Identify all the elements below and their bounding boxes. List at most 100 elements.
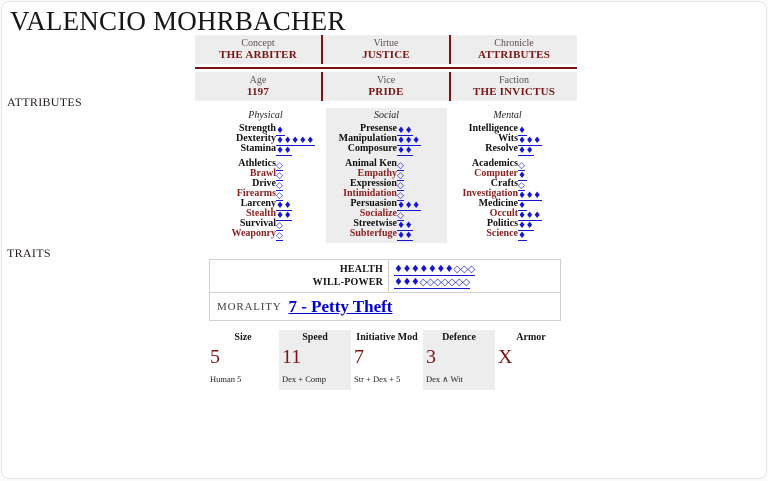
header-cell-value: ATTRIBUTES [477, 49, 551, 61]
dots-link[interactable]: ◇ [276, 191, 284, 201]
derived-stat-value: 3 [426, 346, 436, 368]
dots-link[interactable]: ◇ [276, 171, 284, 181]
column-header: Mental [493, 110, 522, 121]
morality-link[interactable]: 7 - Petty Theft [288, 296, 393, 316]
skill-label: Persuasion [350, 198, 397, 209]
skill-row: Intimidation ◇ [326, 188, 447, 201]
skill-label: Crafts [490, 178, 518, 189]
attribute-label: Composure [347, 143, 397, 154]
skill-label: Politics [486, 218, 518, 229]
derived-stat-armor: Armor X [495, 330, 567, 390]
derived-stat-value: 7 [354, 346, 364, 368]
dots-link[interactable]: ♦♦♦ [518, 136, 542, 146]
attributes-section-label: ATTRIBUTES [7, 95, 82, 109]
health-dots-track[interactable]: ♦♦♦♦♦♦♦◇◇◇ [394, 264, 475, 276]
skill-row: Medicine ♦ [447, 199, 568, 211]
skill-label: Occult [489, 208, 518, 219]
dots-link[interactable]: ♦♦♦ [397, 136, 421, 146]
dots-link[interactable]: ◇ [276, 181, 284, 191]
header-cell-faction: Faction THE INVICTUS [449, 72, 577, 101]
skill-label: Intimidation [343, 188, 397, 199]
dots-link[interactable]: ♦♦ [276, 211, 293, 221]
derived-stat-footnote: Dex + Comp [282, 374, 326, 384]
skill-row: Socialize ◇ [326, 209, 447, 221]
skill-row: Empathy ◇ [326, 168, 447, 181]
attribute-row: Presense ♦♦ [326, 124, 447, 136]
dots-link[interactable]: ♦♦♦ [518, 191, 542, 201]
dots-link[interactable]: ♦ [276, 126, 285, 136]
skill-row: Streetwise ♦♦ [326, 218, 447, 231]
derived-stat-initiative-mod: Initiative Mod 7 Str + Dex + 5 [351, 330, 423, 390]
derived-stat-value: 5 [210, 346, 220, 368]
attribute-row: Stamina ♦♦ [205, 144, 326, 156]
derived-stat-header: Initiative Mod [356, 332, 418, 343]
attribute-label: Manipulation [338, 133, 397, 144]
dots-link[interactable]: ♦♦ [397, 231, 414, 241]
morality-label: MORALITY [217, 300, 282, 313]
dots-link[interactable]: ♦ [518, 126, 527, 136]
dots-link[interactable]: ◇ [397, 191, 405, 201]
dots-link[interactable]: ♦♦ [276, 146, 293, 156]
attribute-row: Strength ♦ [205, 124, 326, 136]
dots-link[interactable]: ◇ [276, 231, 284, 241]
skill-label: Streetwise [353, 218, 397, 229]
willpower-label: WILL-POWER [312, 277, 383, 288]
attribute-row: Wits ♦♦♦ [447, 134, 568, 146]
attribute-label: Intelligence [468, 123, 518, 134]
dots-link[interactable]: ◇ [518, 161, 526, 171]
derived-stat-header: Defence [442, 332, 476, 343]
skill-row: Larceny ♦♦ [205, 199, 326, 211]
dots-link[interactable]: ♦♦ [276, 201, 293, 211]
skill-row: Survival ◇ [205, 218, 326, 231]
derived-stat-header: Armor [516, 332, 546, 343]
skill-label: Drive [252, 178, 276, 189]
derived-stat-speed: Speed 11 Dex + Comp [279, 330, 351, 390]
dots-link[interactable]: ♦♦ [518, 146, 535, 156]
dots-link[interactable]: ♦♦ [518, 221, 535, 231]
dots-link[interactable]: ◇ [397, 181, 405, 191]
dots-link[interactable]: ♦ [518, 201, 527, 211]
derived-stat-footnote: Dex ∧ Wit [426, 374, 463, 384]
attributes-list: Presense ♦♦ Manipulation ♦♦♦ Composure ♦♦ [326, 124, 447, 156]
header-cell-value: JUSTICE [362, 49, 410, 61]
derived-stat-value: 11 [282, 346, 302, 368]
dots-link[interactable]: ♦ [518, 231, 527, 241]
traits-section-label: TRAITS [7, 246, 51, 260]
skill-label: Science [486, 228, 518, 239]
dots-link[interactable]: ♦♦ [397, 146, 414, 156]
skills-list: Athletics ◇ Brawl ◇ Drive ◇ Firearms ◇ Larceny ♦♦… [205, 159, 326, 241]
dots-link[interactable]: ♦♦♦ [397, 201, 421, 211]
dots-link[interactable]: ◇ [518, 181, 526, 191]
dots-link[interactable]: ♦♦ [397, 126, 414, 136]
skill-label: Firearms [236, 188, 276, 199]
skill-row: Science ♦ [447, 228, 568, 241]
attribute-column-mental: Mental Intelligence ♦ Wits ♦♦♦ Resolve ♦♦ Acade… [447, 108, 568, 243]
dots-link[interactable]: ♦ [518, 171, 527, 181]
skill-row: Weaponry ◇ [205, 229, 326, 241]
dots-link[interactable]: ♦♦♦♦♦ [276, 136, 315, 146]
derived-stat-value: X [498, 346, 513, 368]
dots-link[interactable]: ♦♦ [397, 221, 414, 231]
skill-label: Stealth [246, 208, 276, 219]
dots-link[interactable]: ◇ [397, 171, 405, 181]
derived-stat-footnote: Str + Dex + 5 [354, 374, 401, 384]
health-label: HEALTH [339, 264, 383, 275]
attribute-label: Resolve [485, 143, 518, 154]
attributes-list: Strength ♦ Dexterity ♦♦♦♦♦ Stamina ♦♦ [205, 124, 326, 156]
skills-list: Academics ◇ Computer ♦ Crafts ◇ Investigation ♦… [447, 159, 568, 241]
attribute-column-physical: Physical Strength ♦ Dexterity ♦♦♦♦♦ Stamina ♦♦… [205, 108, 326, 243]
dots-link[interactable]: ◇ [397, 211, 405, 221]
dots-link[interactable]: ◇ [276, 161, 284, 171]
willpower-dots-track[interactable]: ♦♦♦◇◇◇◇◇◇◇ [394, 277, 470, 289]
dots-link[interactable]: ◇ [397, 161, 405, 171]
derived-stat-size: Size 5 Human 5 [207, 330, 279, 390]
skill-label: Empathy [357, 168, 397, 179]
dots-link[interactable]: ♦♦♦ [518, 211, 542, 221]
skill-row: Firearms ◇ [205, 188, 326, 201]
skill-row: Athletics ◇ [205, 159, 326, 171]
derived-stats-table: Size 5 Human 5 Speed 11 Dex + Comp Initiative … [207, 330, 567, 390]
header-cell-label: Age [249, 75, 267, 86]
dots-link[interactable]: ◇ [276, 221, 284, 231]
skill-label: Survival [239, 218, 276, 229]
